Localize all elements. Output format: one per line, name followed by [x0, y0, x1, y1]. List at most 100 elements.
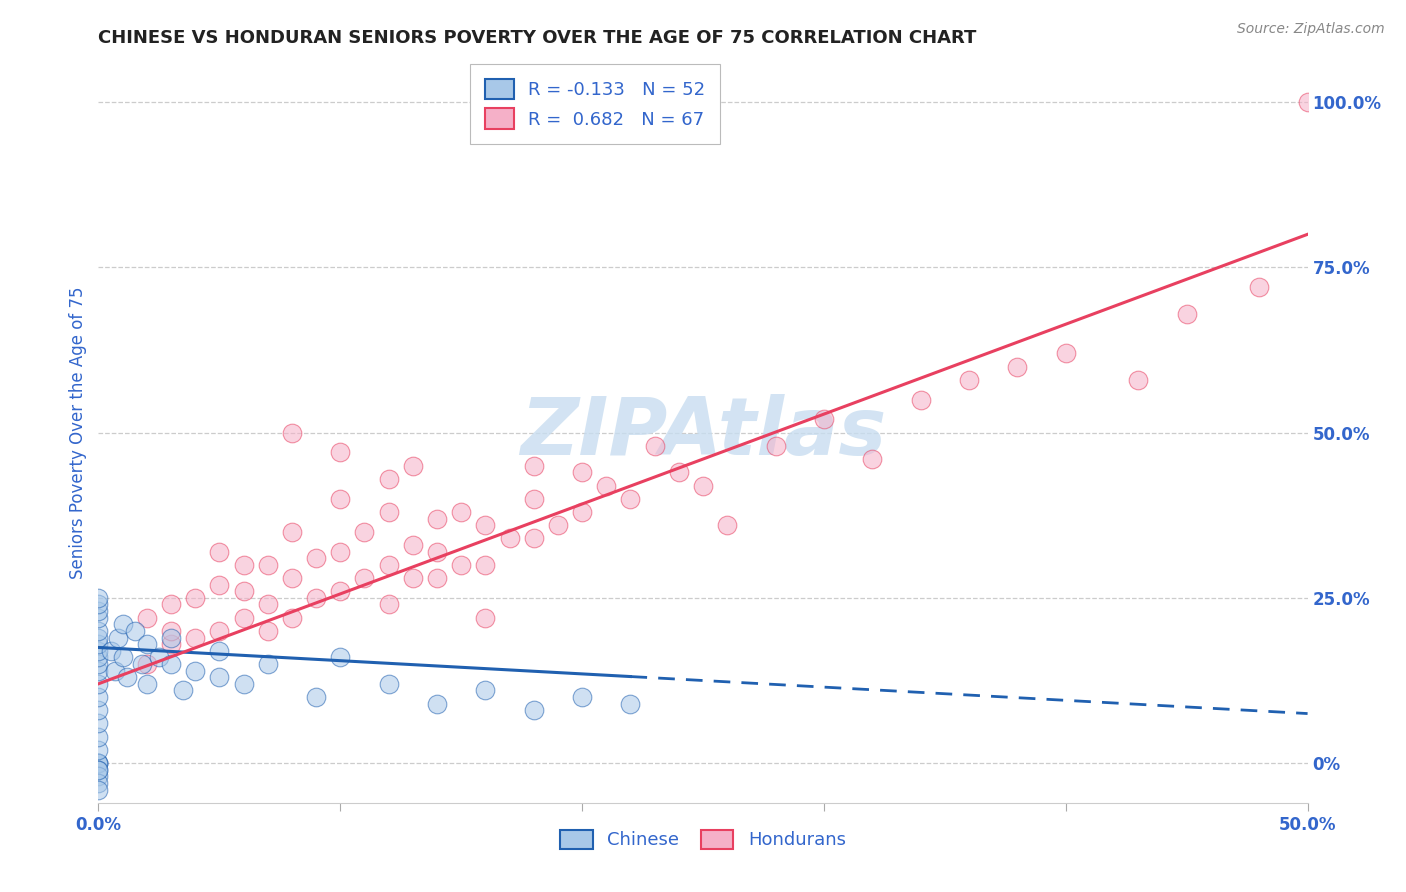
Point: [87, 657, 110, 671]
Point: [1175, 307, 1198, 321]
Point: [716, 518, 738, 533]
Point: [87, 637, 110, 651]
Point: [87, 598, 110, 612]
Point: [668, 465, 690, 479]
Point: [1249, 280, 1271, 294]
Point: [87, 664, 110, 678]
Point: [813, 412, 835, 426]
Point: [208, 544, 231, 558]
Point: [765, 439, 787, 453]
Point: [377, 558, 399, 572]
Point: [135, 657, 157, 671]
Point: [619, 491, 641, 506]
Point: [329, 544, 352, 558]
Point: [523, 458, 546, 473]
Point: [281, 425, 304, 440]
Point: [87, 624, 110, 638]
Point: [256, 558, 278, 572]
Point: [208, 670, 231, 684]
Point: [135, 611, 157, 625]
Point: [87, 776, 110, 790]
Point: [595, 478, 617, 492]
Point: [571, 690, 593, 704]
Point: [910, 392, 932, 407]
Point: [172, 683, 194, 698]
Point: [107, 631, 129, 645]
Point: [547, 518, 569, 533]
Point: [426, 511, 449, 525]
Point: [208, 577, 231, 591]
Point: [281, 571, 304, 585]
Point: [377, 598, 399, 612]
Point: [402, 458, 425, 473]
Point: [87, 677, 110, 691]
Point: [87, 591, 110, 605]
Point: [305, 551, 328, 566]
Point: [305, 690, 328, 704]
Point: [353, 571, 375, 585]
Point: [87, 690, 110, 704]
Point: [87, 716, 110, 731]
Point: [160, 598, 183, 612]
Point: [377, 472, 399, 486]
Point: [87, 604, 110, 618]
Point: [111, 650, 134, 665]
Point: [426, 544, 449, 558]
Point: [87, 703, 110, 717]
Point: [450, 558, 472, 572]
Point: [692, 478, 714, 492]
Point: [160, 657, 183, 671]
Point: [1296, 95, 1319, 109]
Point: [402, 538, 425, 552]
Point: [87, 763, 110, 777]
Point: [571, 505, 593, 519]
Point: [860, 452, 883, 467]
Point: [208, 644, 231, 658]
Point: [329, 491, 352, 506]
Point: [184, 664, 207, 678]
Point: [160, 624, 183, 638]
Y-axis label: Seniors Poverty Over the Age of 75: Seniors Poverty Over the Age of 75: [69, 286, 87, 579]
Point: [329, 584, 352, 599]
Point: [1128, 373, 1150, 387]
Point: [256, 657, 278, 671]
Point: [87, 644, 110, 658]
Point: [402, 571, 425, 585]
Text: CHINESE VS HONDURAN SENIORS POVERTY OVER THE AGE OF 75 CORRELATION CHART: CHINESE VS HONDURAN SENIORS POVERTY OVER…: [98, 29, 977, 47]
Point: [184, 631, 207, 645]
Point: [87, 611, 110, 625]
Point: [87, 756, 110, 771]
Point: [131, 657, 153, 671]
Point: [1054, 346, 1077, 360]
Point: [281, 524, 304, 539]
Point: [474, 611, 496, 625]
Point: [87, 631, 110, 645]
Point: [184, 591, 207, 605]
Point: [450, 505, 472, 519]
Point: [523, 703, 546, 717]
Point: [329, 445, 352, 459]
Point: [474, 558, 496, 572]
Text: ZIPAtlas: ZIPAtlas: [520, 393, 886, 472]
Point: [160, 631, 183, 645]
Point: [87, 743, 110, 757]
Point: [87, 763, 110, 777]
Point: [104, 664, 127, 678]
Point: [208, 624, 231, 638]
Point: [256, 624, 278, 638]
Point: [619, 697, 641, 711]
Point: [498, 532, 520, 546]
Point: [232, 584, 254, 599]
Point: [148, 650, 170, 665]
Point: [87, 756, 110, 771]
Point: [523, 532, 546, 546]
Point: [160, 637, 183, 651]
Point: [329, 650, 352, 665]
Point: [353, 524, 375, 539]
Point: [87, 782, 110, 797]
Point: [305, 591, 328, 605]
Point: [377, 677, 399, 691]
Point: [377, 505, 399, 519]
Point: [426, 697, 449, 711]
Point: [281, 611, 304, 625]
